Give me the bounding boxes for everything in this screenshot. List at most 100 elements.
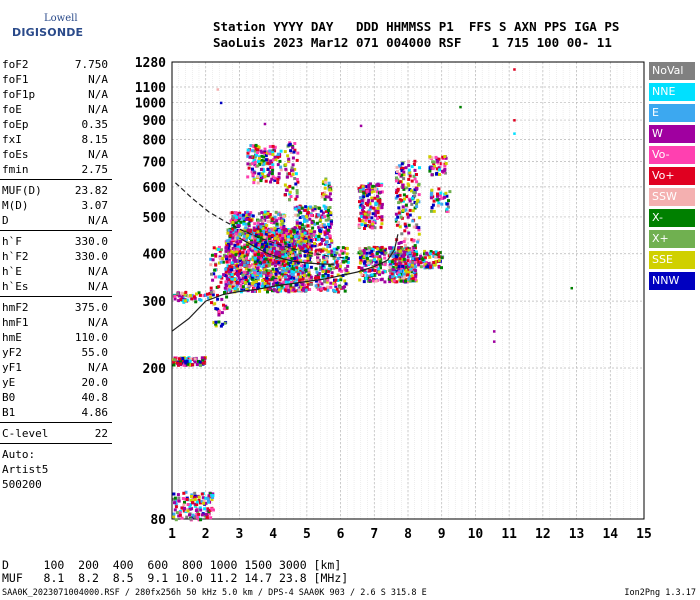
echo-point xyxy=(230,268,234,272)
echo-point xyxy=(402,170,406,174)
echo-point xyxy=(243,243,247,247)
echo-point xyxy=(261,175,265,179)
echo-point xyxy=(232,272,236,276)
echo-point xyxy=(265,247,269,251)
echo-point xyxy=(239,214,243,217)
echo-point xyxy=(361,249,365,253)
echo-point xyxy=(314,284,318,288)
echo-point xyxy=(396,251,400,255)
echo-point xyxy=(269,248,272,252)
echo-point xyxy=(398,273,401,277)
echo-point xyxy=(252,181,256,185)
echo-point xyxy=(397,206,401,210)
echo-point xyxy=(246,250,250,254)
echo-point xyxy=(190,293,194,297)
echo-point xyxy=(247,268,251,272)
echo-point xyxy=(407,163,411,167)
echo-point xyxy=(250,244,254,248)
echo-point xyxy=(388,260,392,264)
echo-point xyxy=(229,280,233,284)
echo-point xyxy=(406,264,410,268)
echo-point xyxy=(214,320,218,324)
echo-point xyxy=(291,240,295,244)
echo-point xyxy=(443,171,447,175)
echo-point xyxy=(276,234,280,238)
echo-point xyxy=(292,276,296,280)
param-separator xyxy=(0,179,112,180)
echo-point xyxy=(295,278,299,282)
echo-point xyxy=(267,271,270,275)
echo-point xyxy=(329,222,333,226)
echo-point xyxy=(258,274,262,278)
echo-point xyxy=(287,159,290,163)
echo-point xyxy=(317,248,321,252)
param-row: fxI 8.15 xyxy=(0,132,112,147)
echo-point xyxy=(261,168,265,172)
y-tick-label: 600 xyxy=(143,181,167,196)
echo-point xyxy=(176,493,180,497)
echo-point xyxy=(296,261,300,265)
echo-point xyxy=(438,193,442,197)
echo-point xyxy=(443,195,447,199)
echo-point xyxy=(183,299,187,303)
echo-point xyxy=(257,282,260,286)
echo-point xyxy=(250,170,254,174)
echo-point xyxy=(262,263,266,267)
echo-point xyxy=(432,251,436,255)
echo-point xyxy=(246,261,250,265)
echo-point xyxy=(258,230,262,234)
echo-point xyxy=(219,101,223,105)
echo-point xyxy=(172,492,176,496)
echo-point xyxy=(316,244,319,247)
echo-point xyxy=(190,493,194,497)
echo-point xyxy=(365,254,369,258)
echo-point xyxy=(391,268,395,272)
echo-point xyxy=(404,203,408,207)
echo-point xyxy=(373,212,377,216)
echo-point xyxy=(263,260,267,264)
echo-point xyxy=(301,215,305,219)
echo-point xyxy=(415,202,418,206)
echo-point xyxy=(256,219,260,223)
y-tick-label: 1100 xyxy=(135,81,166,96)
echo-point xyxy=(445,207,449,211)
echo-point xyxy=(358,256,362,260)
echo-point xyxy=(345,255,349,259)
echo-point xyxy=(259,236,263,240)
echo-point xyxy=(339,269,343,273)
echo-point xyxy=(383,270,387,273)
echo-point xyxy=(224,267,228,271)
echo-point xyxy=(314,235,318,239)
echo-point xyxy=(293,235,297,239)
echo-point xyxy=(271,233,275,237)
echo-point xyxy=(429,250,433,253)
echo-point xyxy=(230,275,234,279)
echo-point xyxy=(264,233,268,237)
echo-point xyxy=(405,212,409,216)
echo-point xyxy=(211,278,215,282)
echo-point xyxy=(241,232,245,236)
echo-point xyxy=(379,248,383,252)
echo-point xyxy=(365,256,369,260)
echo-point xyxy=(273,236,277,240)
echo-point xyxy=(368,202,372,206)
param-separator xyxy=(0,296,112,297)
echo-point xyxy=(396,187,400,191)
echo-point xyxy=(399,251,403,255)
echo-point xyxy=(428,169,432,173)
echo-point xyxy=(231,221,235,224)
echo-point xyxy=(276,181,280,185)
echo-point xyxy=(282,267,286,270)
echo-point xyxy=(392,279,396,283)
echo-point xyxy=(410,274,414,278)
param-value: N/A xyxy=(88,265,108,278)
echo-point xyxy=(328,206,332,209)
echo-point xyxy=(244,278,248,281)
echo-point xyxy=(377,204,381,208)
echo-point xyxy=(279,287,283,290)
echo-point xyxy=(279,235,283,239)
echo-point xyxy=(225,241,228,245)
echo-point xyxy=(222,303,225,307)
echo-point xyxy=(397,221,401,224)
echo-point xyxy=(249,234,253,238)
